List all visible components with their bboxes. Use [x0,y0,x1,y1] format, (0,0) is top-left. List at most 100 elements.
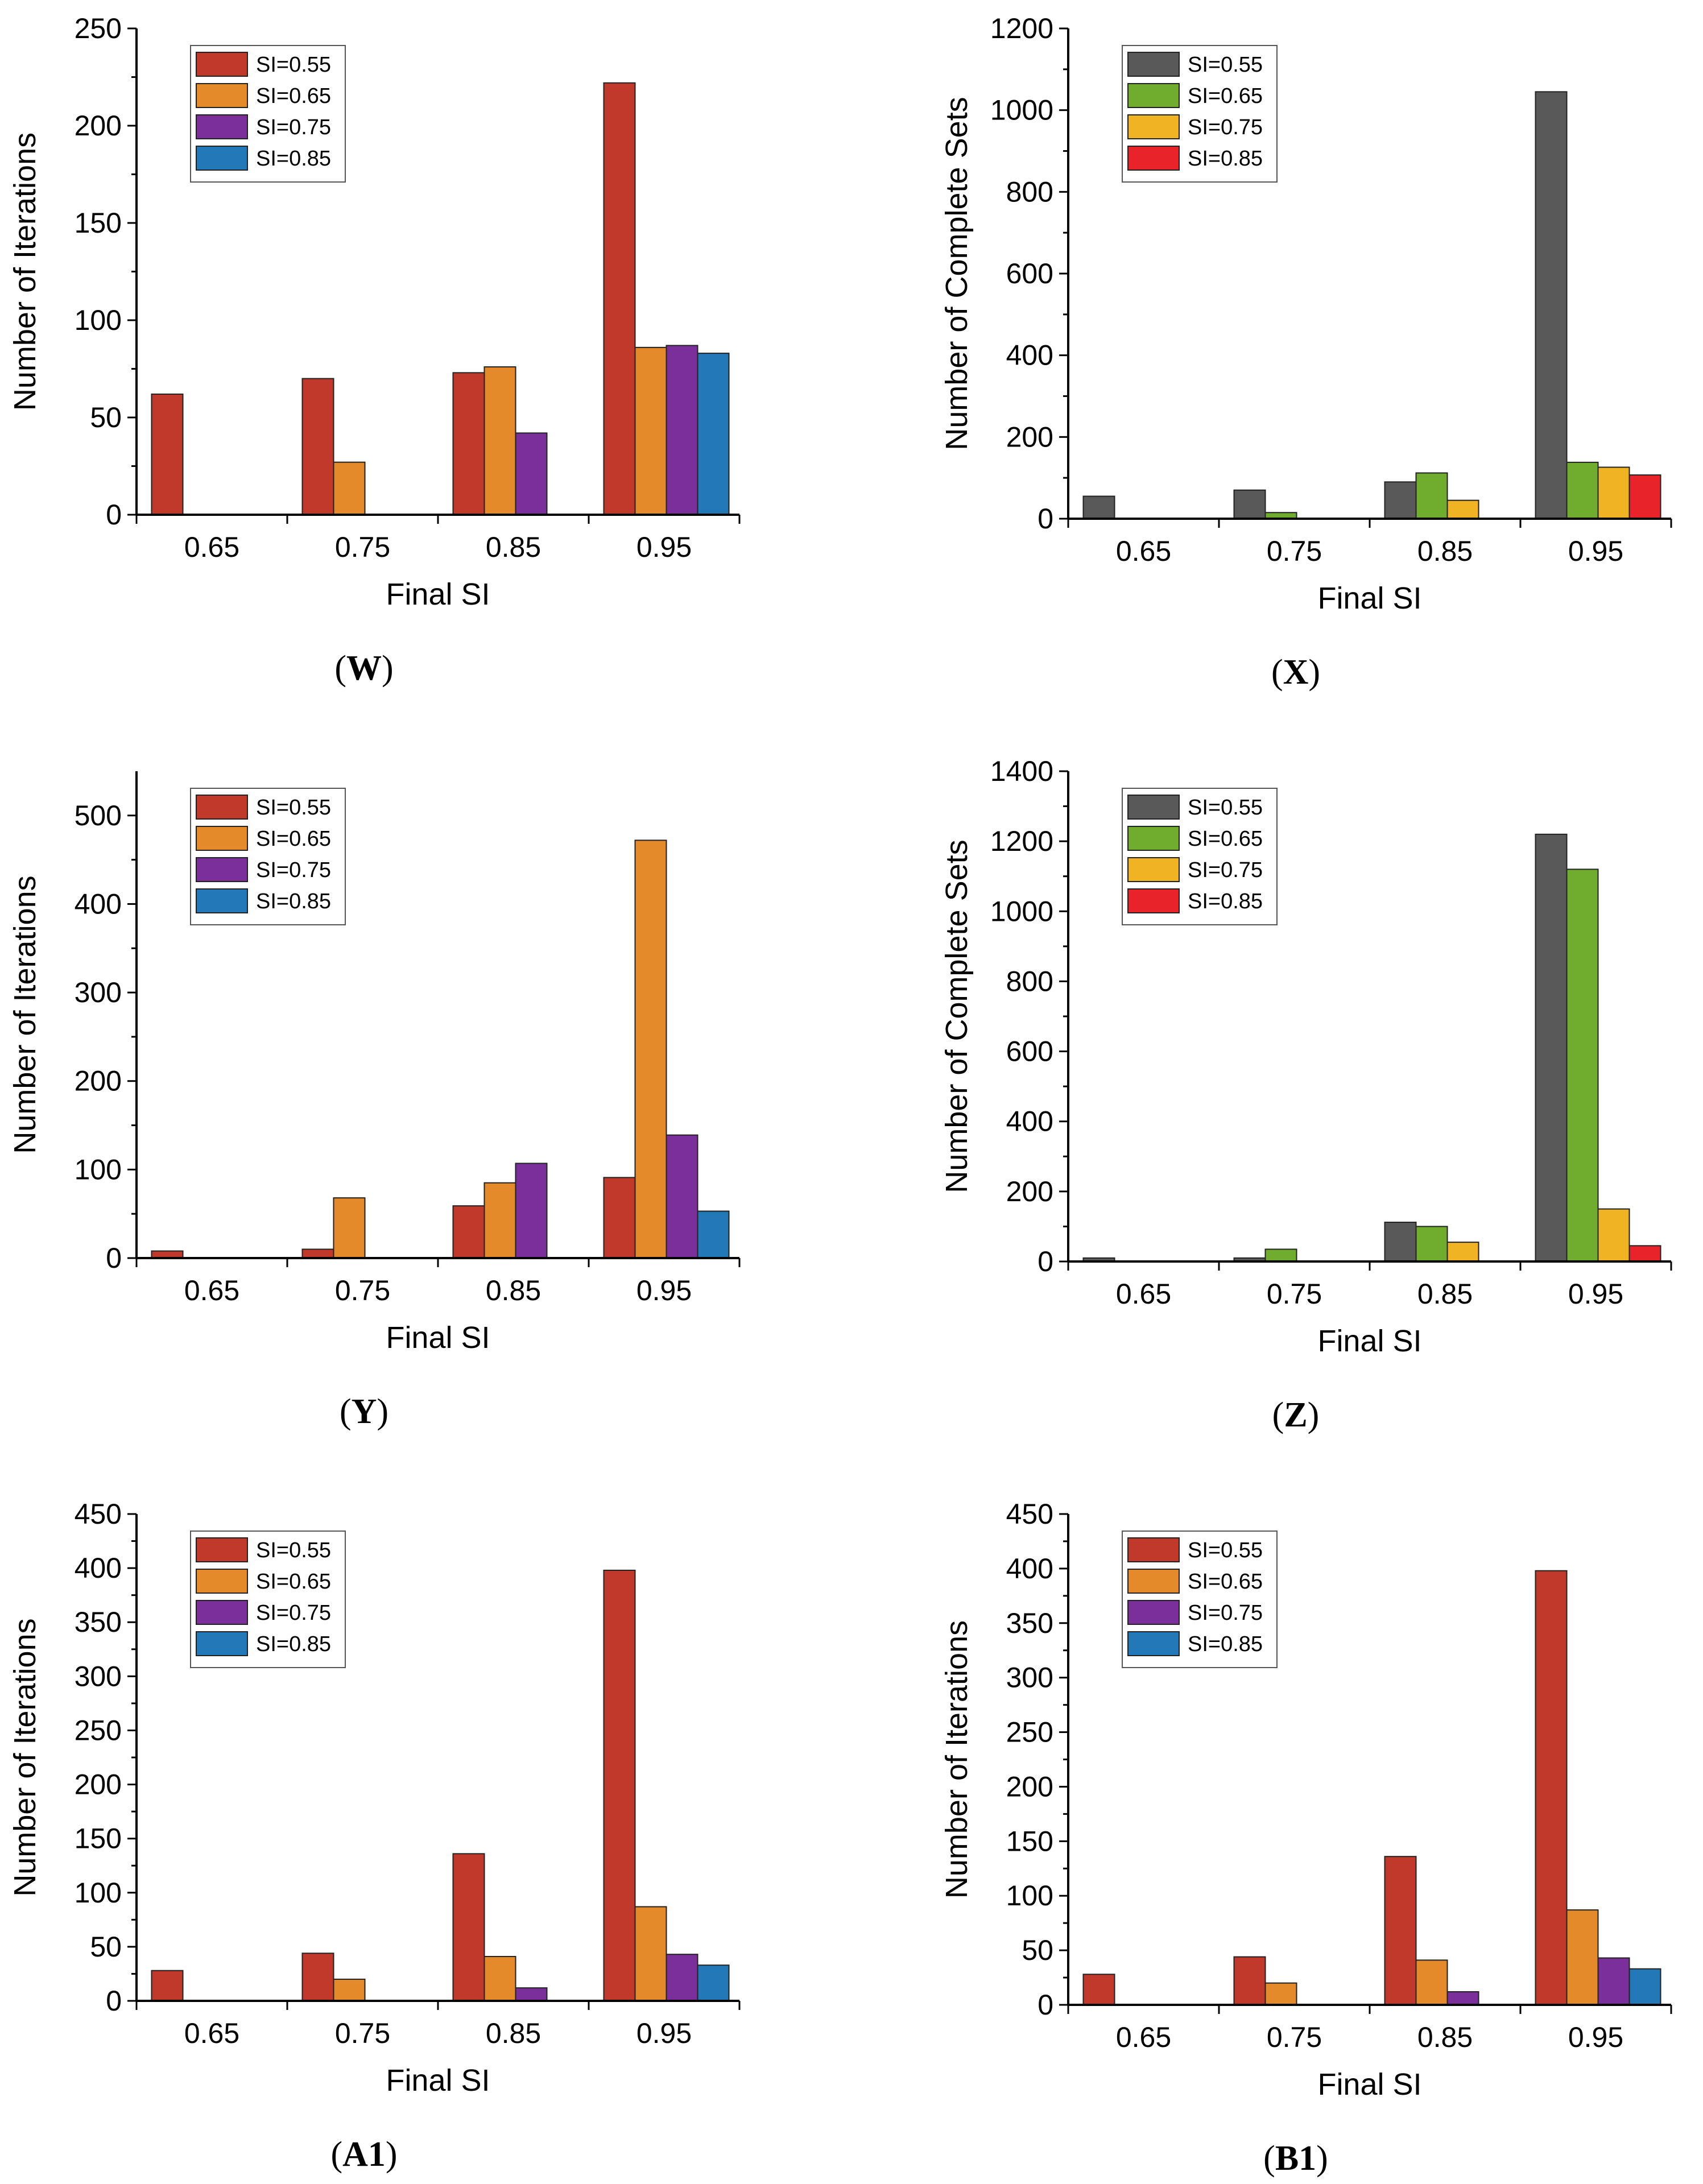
legend-swatch [1127,826,1180,851]
bar-Z-si-0-65-0_75 [1264,1248,1297,1262]
bar-B1-si-0-75-0_85 [1446,1991,1479,2005]
x-tick-label: 0.65 [184,2017,239,2049]
bar-Z-si-0-75-0_95 [1597,1208,1630,1262]
legend-swatch [196,146,248,171]
bar-X-si-0-65-0_85 [1415,472,1448,520]
legend-swatch [196,52,248,77]
y-tick-label: 0 [106,499,122,531]
bar-Y-si-0-75-0_85 [515,1163,548,1259]
y-tick-label: 450 [1006,1498,1053,1530]
legend: SI=0.55 SI=0.65 SI=0.75 SI=0.85 [190,45,346,183]
y-tick-label: 1000 [990,94,1053,126]
y-tick-label: 400 [1006,1553,1053,1585]
legend-label: SI=0.55 [256,53,331,77]
x-tick-label: 0.75 [335,2017,390,2049]
bar-X-si-0-55-0_95 [1535,91,1568,519]
bar-A1-si-0-75-0_95 [666,1954,698,2001]
legend-label: SI=0.65 [1188,827,1263,851]
legend-label: SI=0.55 [1188,53,1263,77]
y-tick-label: 200 [75,1065,122,1097]
bar-Z-si-0-65-0_85 [1415,1226,1448,1262]
legend-swatch [1127,1569,1180,1594]
x-tick-label: 0.75 [1267,1278,1322,1310]
legend-swatch [196,795,248,820]
y-tick-label: 0 [1037,1246,1053,1277]
x-tick-label: 0.65 [184,1275,239,1306]
bar-A1-si-0-55-0_65 [151,1970,184,2002]
legend-label: SI=0.65 [256,84,331,108]
x-axis-title: Final SI [386,577,490,611]
y-tick-label: 300 [75,1660,122,1692]
bar-W-si-0-55-0_65 [151,393,184,516]
bar-W-si-0-85-0_95 [697,353,730,515]
legend-label: SI=0.85 [256,147,331,171]
y-axis-title: Number of Iterations [8,875,42,1153]
legend-label: SI=0.75 [1188,1601,1263,1625]
bar-Z-si-0-85-0_95 [1628,1245,1661,1263]
legend: SI=0.55 SI=0.65 SI=0.75 SI=0.85 [190,788,346,925]
x-tick-label: 0.95 [1568,535,1623,567]
legend: SI=0.55 SI=0.65 SI=0.75 SI=0.85 [1122,45,1278,183]
legend-label: SI=0.85 [1188,890,1263,913]
legend-swatch [1127,1537,1180,1562]
y-axis-title: Number of Iterations [8,133,42,411]
legend: SI=0.55 SI=0.65 SI=0.75 SI=0.85 [1122,1531,1278,1668]
bar-B1-si-0-75-0_95 [1597,1957,1630,2006]
bar-Z-si-0-65-0_95 [1566,868,1599,1262]
legend-swatch [1127,114,1180,139]
legend-label: SI=0.85 [256,1632,331,1656]
legend-swatch [196,888,248,913]
legend-label: SI=0.75 [256,858,331,882]
chart-panel-B1: 0 50 100 150 200 250 300 350 400 450 0.65 0.75 0.85 0… [940,1498,1672,2178]
y-tick-label: 50 [90,1931,122,1963]
x-tick-label: 0.85 [486,1275,541,1306]
y-tick-label: 1200 [990,825,1053,857]
y-tick-label: 350 [75,1606,122,1638]
bar-W-si-0-65-0_95 [634,346,667,515]
legend-swatch [1127,1600,1180,1625]
y-tick-label: 150 [75,207,122,239]
y-tick-label: 0 [1037,1989,1053,2021]
y-tick-label: 450 [75,1498,122,1530]
y-tick-label: 400 [1006,1106,1053,1138]
bar-A1-si-0-75-0_85 [515,1987,548,2002]
y-tick-label: 600 [1006,258,1053,289]
legend-swatch [196,1569,248,1594]
legend-swatch [1127,857,1180,882]
legend-swatch [196,1537,248,1562]
y-tick-label: 200 [1006,1176,1053,1207]
bar-X-si-0-75-0_95 [1597,466,1630,519]
legend-swatch [1127,83,1180,108]
y-tick-label: 0 [1037,503,1053,535]
bar-Z-si-0-55-0_85 [1384,1222,1417,1263]
y-tick-label: 1400 [990,755,1053,787]
bar-X-si-0-85-0_95 [1628,474,1661,519]
bar-W-si-0-55-0_75 [301,378,334,515]
legend: SI=0.55 SI=0.65 SI=0.75 SI=0.85 [190,1531,346,1668]
bar-B1-si-0-65-0_75 [1264,1982,1297,2006]
bar-Z-si-0-75-0_85 [1446,1242,1479,1263]
x-tick-label: 0.95 [1568,1278,1623,1310]
legend-swatch [1127,52,1180,77]
legend-label: SI=0.55 [256,796,331,820]
y-axis-title: Number of Iterations [8,1618,42,1896]
bar-A1-si-0-65-0_85 [483,1956,516,2001]
legend-label: SI=0.85 [1188,147,1263,171]
bar-W-si-0-65-0_75 [333,461,366,515]
y-tick-label: 1000 [990,895,1053,927]
x-axis-title: Final SI [1317,581,1421,615]
x-tick-label: 0.65 [1116,1278,1171,1310]
y-tick-label: 400 [75,888,122,920]
y-tick-label: 0 [106,1985,122,2017]
panel-label: (A1) [330,2135,397,2174]
bar-X-si-0-65-0_95 [1566,461,1599,519]
legend-swatch [196,114,248,139]
legend-label: SI=0.55 [1188,796,1263,820]
y-tick-label: 150 [1006,1825,1053,1857]
x-tick-label: 0.95 [636,2017,692,2049]
legend-label: SI=0.55 [256,1538,331,1562]
y-tick-label: 100 [75,304,122,336]
legend-label: SI=0.85 [1188,1632,1263,1656]
legend-swatch [1127,888,1180,913]
bar-B1-si-0-55-0_65 [1082,1974,1115,2006]
